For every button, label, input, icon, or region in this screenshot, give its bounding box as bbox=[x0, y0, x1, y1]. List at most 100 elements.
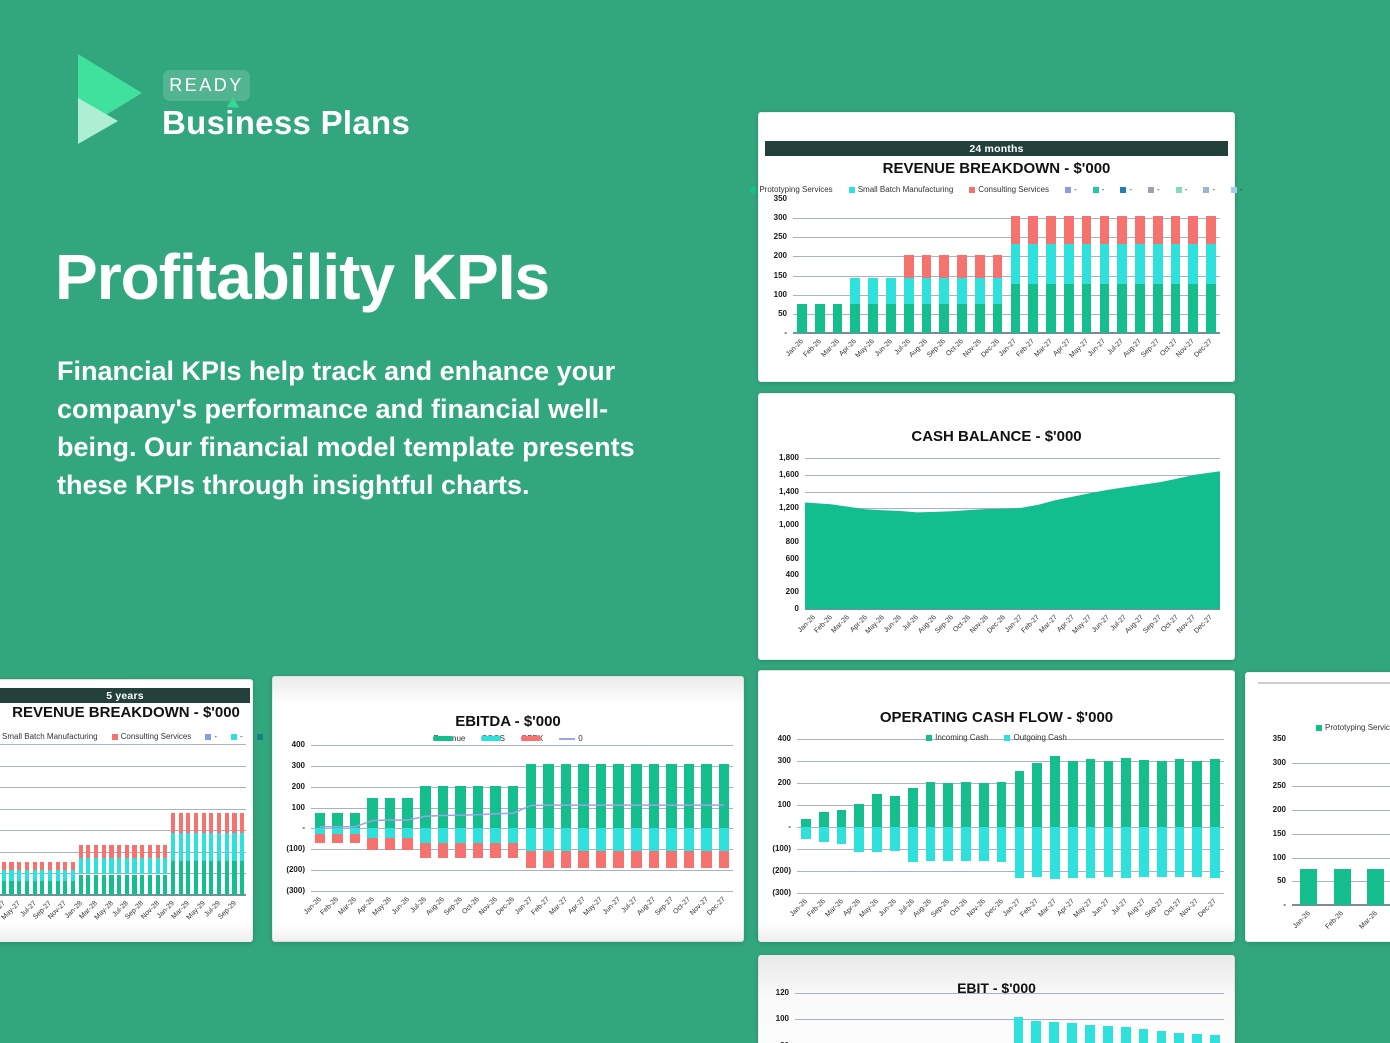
gridline bbox=[311, 828, 733, 830]
y-tick-label: (100) bbox=[286, 844, 305, 854]
bar-segment bbox=[543, 828, 554, 852]
period-badge-5-years: 5 years bbox=[0, 688, 250, 703]
bar-segment bbox=[850, 277, 861, 305]
gridline bbox=[797, 849, 1224, 850]
bar-segment bbox=[32, 870, 37, 882]
bar-segment bbox=[525, 828, 536, 852]
gridline bbox=[793, 218, 1220, 220]
bar-segment bbox=[578, 851, 589, 869]
bar-segment bbox=[1085, 1024, 1095, 1043]
bar-segment bbox=[718, 828, 730, 852]
bar-segment bbox=[992, 277, 1003, 305]
bar-segment bbox=[1206, 244, 1216, 284]
y-tick-label: 200 bbox=[1272, 805, 1286, 815]
bar-segment bbox=[384, 837, 396, 851]
legend-label: Small Batch Manufacturing bbox=[857, 185, 954, 194]
bar-segment bbox=[147, 845, 152, 858]
gridline bbox=[795, 1019, 1224, 1021]
gridline bbox=[0, 830, 246, 832]
bar-segment bbox=[1135, 244, 1145, 284]
bar-segment bbox=[1063, 215, 1074, 245]
bar-segment bbox=[124, 874, 129, 895]
bar-segment bbox=[648, 764, 660, 829]
cash-balance-card: CASH BALANCE - $'000 1,800 1,600 1,400 1,20… bbox=[758, 393, 1235, 660]
bar-segment bbox=[1085, 827, 1096, 878]
bar-segment bbox=[1102, 1026, 1113, 1043]
y-tick-label: 50 bbox=[778, 308, 787, 318]
bar-segment bbox=[109, 845, 114, 858]
bar-segment bbox=[701, 828, 712, 852]
bar-segment bbox=[666, 851, 677, 869]
bar-segment bbox=[868, 277, 878, 305]
gridline bbox=[793, 256, 1220, 258]
bar-segment bbox=[224, 861, 229, 895]
legend-label: - bbox=[1240, 185, 1243, 194]
y-tick-label: 0 bbox=[794, 604, 799, 613]
bar-segment bbox=[1013, 1016, 1024, 1043]
bar-segment bbox=[332, 833, 343, 843]
gridline bbox=[805, 458, 1220, 459]
bar-segment bbox=[907, 827, 918, 862]
bar-segment bbox=[24, 881, 29, 895]
bar-segment bbox=[1067, 1023, 1077, 1043]
bar-segment bbox=[209, 861, 214, 895]
bar-segment bbox=[86, 845, 91, 858]
legend-label: Prototyping Services bbox=[1325, 723, 1390, 732]
bar-segment bbox=[78, 857, 83, 875]
bar-segment bbox=[47, 870, 53, 882]
bar-segment bbox=[1135, 215, 1145, 245]
legend-item: Consulting Services bbox=[111, 732, 191, 741]
ebit-chart: 120 100 80 bbox=[761, 988, 1230, 1043]
bar-segment bbox=[55, 861, 60, 870]
bar-segment bbox=[957, 277, 967, 305]
bar-segment bbox=[1063, 284, 1074, 333]
revenue-breakdown-24m-chart: 350 300 250 200 150 100 50- Jan-26 Feb-26 Mar-26 A… bbox=[763, 194, 1228, 377]
bar-segment bbox=[814, 304, 825, 333]
bar-segment bbox=[578, 764, 589, 829]
bar-segment bbox=[1117, 215, 1128, 245]
chart-legend: Prototyping Services bbox=[1316, 723, 1390, 732]
bar-segment bbox=[560, 828, 572, 852]
operating-cash-flow-chart: 400 300 200 100- (100) (200) (300) Jan-26 Feb-26… bbox=[761, 731, 1230, 939]
legend-item: - bbox=[230, 732, 243, 741]
bar-segment bbox=[868, 304, 878, 333]
revenue-breakdown-24m-card: 24 months REVENUE BREAKDOWN - $'000 Prot… bbox=[750, 112, 1243, 382]
bar-segment bbox=[921, 304, 932, 333]
bar-segment bbox=[455, 843, 466, 858]
gridline bbox=[797, 805, 1224, 806]
bar-segment bbox=[86, 874, 91, 895]
gridline bbox=[0, 787, 246, 789]
bar-segment bbox=[507, 843, 519, 858]
bar-segment bbox=[217, 833, 222, 861]
bar-segment bbox=[560, 764, 572, 829]
bar-segment bbox=[1156, 1031, 1167, 1043]
legend-swatch-icon bbox=[111, 733, 118, 740]
y-tick-label: 1,600 bbox=[778, 469, 799, 479]
revenue-breakdown-right-card: Prototyping Services 350 300 250 200 150 100 5… bbox=[1245, 672, 1390, 942]
bar-segment bbox=[595, 764, 607, 829]
bar-segment bbox=[201, 833, 206, 861]
legend-item: OPEX bbox=[520, 734, 543, 743]
bar-segment bbox=[613, 851, 624, 869]
bar-segment bbox=[1210, 827, 1220, 878]
bar-segment bbox=[1, 870, 6, 882]
bar-segment bbox=[349, 828, 361, 834]
bar-segment bbox=[9, 870, 14, 882]
bar-segment bbox=[1046, 284, 1056, 333]
legend-label: - bbox=[1129, 185, 1133, 194]
gridline bbox=[1292, 786, 1390, 788]
bar-segment bbox=[543, 851, 554, 869]
bar-segment bbox=[132, 874, 137, 895]
bar-segment bbox=[24, 861, 29, 870]
bar-segment bbox=[854, 827, 865, 853]
bar-segment bbox=[1067, 827, 1078, 878]
bar-segment bbox=[1050, 827, 1060, 879]
bar-segment bbox=[1192, 1034, 1203, 1043]
bar-segment bbox=[1188, 215, 1199, 245]
legend-swatch-icon bbox=[1148, 186, 1155, 193]
bar-segment bbox=[94, 845, 99, 858]
bar-segment bbox=[683, 828, 695, 852]
bar-segment bbox=[1103, 827, 1114, 878]
bar-segment bbox=[70, 881, 76, 895]
y-tick-label: 100 bbox=[291, 802, 305, 812]
